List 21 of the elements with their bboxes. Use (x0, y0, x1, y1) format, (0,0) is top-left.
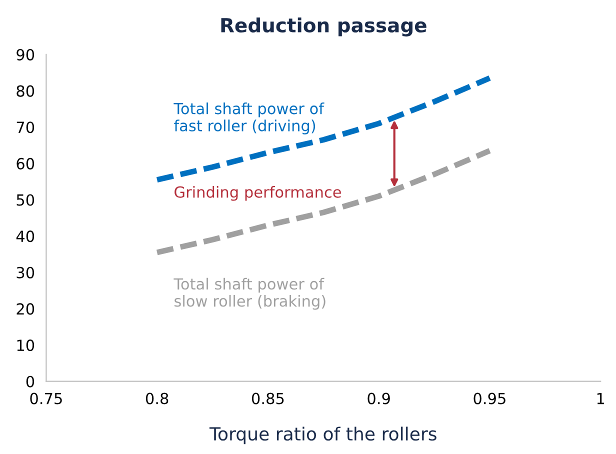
y-tick-label: 50 (16, 194, 34, 206)
y-tick-label: 40 (16, 230, 34, 242)
series-label: Total shaft power of slow roller (braking) (174, 278, 326, 310)
x-tick-label: 0.95 (474, 392, 506, 404)
y-tick-label: 80 (16, 85, 34, 97)
y-tick-label: 70 (16, 122, 34, 134)
y-tick-label: 20 (16, 303, 34, 315)
y-tick-label: 0 (26, 376, 34, 388)
y-tick-label: 10 (17, 340, 34, 352)
series-label: Total shaft power of fast roller (driving) (174, 102, 324, 134)
annotation: Grinding performance (174, 186, 341, 201)
x-axis-title: Torque ratio of the rollers (209, 426, 436, 444)
x-tick-label: 0.8 (146, 392, 168, 404)
x-tick-label: 1 (597, 392, 604, 404)
y-tick-label: 60 (16, 158, 34, 170)
y-tick-label: 30 (16, 266, 34, 278)
x-tick-label: 0.75 (30, 392, 62, 404)
x-tick-label: 0.9 (368, 392, 390, 404)
x-tick-label: 0.85 (252, 392, 284, 404)
chart-title: Reduction passage (221, 17, 426, 36)
y-tick-label: 90 (16, 48, 34, 60)
